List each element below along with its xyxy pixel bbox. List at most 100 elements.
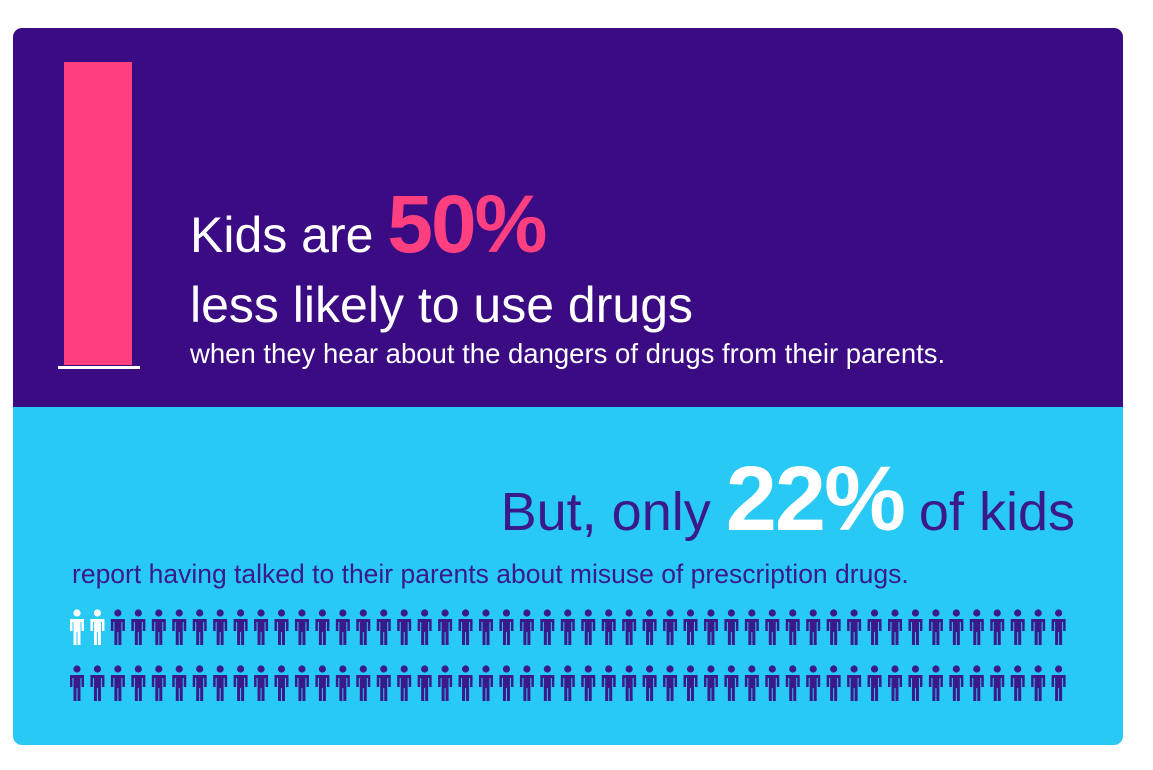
person-icon: [1031, 665, 1046, 701]
stat: 22%: [725, 448, 906, 550]
person-icon: [192, 609, 207, 645]
person-icon: [744, 665, 759, 701]
detail: when they hear about the dangers of drug…: [190, 338, 946, 369]
person-icon: [519, 665, 534, 701]
person-icon: [867, 665, 882, 701]
stat: 50%: [387, 179, 547, 270]
person-icon: [315, 609, 330, 645]
person-icon: [908, 609, 923, 645]
person-icon: [888, 609, 902, 645]
person-icon: [131, 665, 146, 701]
person-icon: [376, 665, 391, 701]
person-icon: [417, 665, 432, 701]
top-panel: Kids are 50% less likely to use drugs wh…: [13, 28, 1123, 407]
person-icon: [765, 609, 780, 645]
person-icon: [233, 609, 248, 645]
person-icon: [826, 609, 841, 645]
person-icon: [70, 609, 84, 645]
person-icon: [438, 609, 453, 645]
stat-bar: [64, 62, 132, 365]
lead-line: Kids are 50%: [190, 178, 547, 272]
lead-line: But, only 22% of kids: [501, 447, 1075, 552]
person-icon: [560, 609, 575, 645]
person-icon: [785, 665, 800, 701]
person-icon: [601, 665, 616, 701]
person-icon: [213, 609, 228, 645]
person-icon: [458, 609, 473, 645]
person-icon: [90, 609, 105, 645]
person-icon: [397, 665, 412, 701]
person-icon: [110, 609, 125, 645]
person-icon: [806, 609, 821, 645]
person-icon: [1010, 609, 1025, 645]
person-icon: [622, 609, 637, 645]
person-icon: [397, 609, 412, 645]
person-icon: [663, 609, 678, 645]
person-icon: [540, 665, 555, 701]
person-icon: [622, 665, 637, 701]
person-icon: [601, 609, 616, 645]
person-icon: [213, 665, 228, 701]
person-icon: [581, 665, 596, 701]
tail: of kids: [918, 482, 1075, 542]
person-icon: [724, 609, 739, 645]
bar-base: [58, 366, 140, 369]
person-icon: [315, 665, 330, 701]
person-icon: [540, 609, 555, 645]
person-icon: [233, 665, 248, 701]
person-icon: [990, 609, 1005, 645]
person-icon: [969, 609, 984, 645]
person-icon: [949, 609, 964, 645]
person-icon: [274, 609, 289, 645]
person-icon: [908, 665, 923, 701]
person-icon: [642, 609, 657, 645]
person-icon: [356, 665, 371, 701]
person-icon: [928, 665, 943, 701]
person-icon: [990, 665, 1005, 701]
person-icon: [806, 665, 821, 701]
card: Kids are 50% less likely to use drugs wh…: [13, 28, 1123, 745]
person-icon: [826, 665, 841, 701]
person-icon: [294, 609, 309, 645]
person-icon: [458, 665, 473, 701]
lead: But, only: [500, 482, 711, 542]
person-icon: [703, 609, 718, 645]
person-icon: [928, 609, 943, 645]
person-icon: [335, 609, 350, 645]
person-icon: [560, 665, 575, 701]
headline: less likely to use drugs: [190, 277, 694, 333]
person-icon: [1051, 665, 1066, 701]
person-icon: [479, 609, 493, 645]
person-icon: [969, 665, 984, 701]
person-icon: [744, 609, 759, 645]
person-icon: [1010, 665, 1025, 701]
person-icon: [131, 609, 146, 645]
person-icon: [417, 609, 432, 645]
person-icon: [172, 609, 187, 645]
person-icon: [192, 665, 207, 701]
person-icon: [765, 665, 780, 701]
person-icon: [376, 609, 391, 645]
person-icon: [949, 665, 964, 701]
person-icon: [274, 665, 289, 701]
person-icon: [581, 609, 596, 645]
person-icon: [70, 665, 84, 701]
person-icon: [724, 665, 739, 701]
person-icon: [642, 665, 657, 701]
person-icon: [479, 665, 493, 701]
person-icon: [703, 665, 718, 701]
person-icon: [335, 665, 350, 701]
bottom-panel: But, only 22% of kids report having talk…: [13, 407, 1123, 745]
person-icon: [847, 665, 862, 701]
person-icon: [867, 609, 882, 645]
person-icon: [683, 609, 698, 645]
person-icon: [499, 609, 514, 645]
person-icon: [683, 665, 698, 701]
person-icon: [1051, 609, 1066, 645]
person-icon: [294, 665, 309, 701]
person-icon: [847, 609, 862, 645]
person-icon: [172, 665, 187, 701]
person-icon: [151, 665, 166, 701]
person-icon: [90, 665, 105, 701]
